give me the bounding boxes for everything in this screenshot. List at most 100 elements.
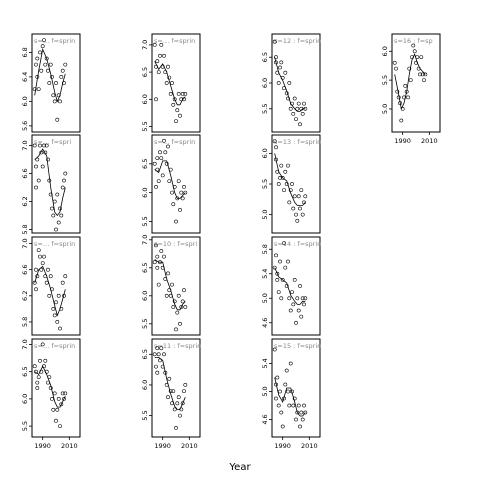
data-point <box>296 308 301 313</box>
panel-strip-label: s=12 : f=sprin <box>274 37 321 45</box>
data-point <box>420 72 425 77</box>
data-point <box>155 370 160 375</box>
data-point <box>299 410 304 415</box>
data-point <box>183 305 188 309</box>
data-point <box>63 171 68 176</box>
data-point <box>36 375 41 380</box>
data-point <box>162 138 166 143</box>
panel-frame <box>31 33 81 133</box>
fit-line <box>154 160 186 199</box>
data-point <box>178 413 182 418</box>
data-point <box>164 81 169 85</box>
y-tick-label: 5.5 <box>141 216 149 226</box>
data-point <box>182 389 186 394</box>
data-point <box>278 259 282 264</box>
y-tick-label: 5.5 <box>141 410 149 420</box>
panel-strip-label: s=… f=sprin <box>34 37 75 45</box>
data-point <box>166 395 170 400</box>
data-point <box>38 143 42 148</box>
data-point <box>275 375 280 380</box>
data-point <box>154 184 158 189</box>
data-point <box>34 267 38 272</box>
data-point <box>423 72 428 77</box>
data-point <box>408 78 413 83</box>
data-point <box>58 326 62 331</box>
data-point <box>152 352 157 357</box>
data-point <box>175 310 180 315</box>
data-point <box>180 401 185 406</box>
data-point <box>40 44 45 49</box>
fit-line <box>34 148 66 217</box>
y-tick-label: 6.0 <box>141 291 149 301</box>
y-tick-label: 6.0 <box>141 380 149 390</box>
data-point <box>171 102 176 107</box>
data-point <box>288 106 293 111</box>
data-point <box>174 119 178 124</box>
data-point <box>155 254 160 259</box>
fit-line <box>34 265 66 317</box>
data-point <box>38 358 42 363</box>
y-tick-label: 6.5 <box>261 52 269 62</box>
data-point <box>178 207 182 212</box>
y-tick-label: 5.5 <box>141 319 149 329</box>
data-point <box>34 287 38 292</box>
data-point <box>59 75 64 79</box>
data-point <box>286 96 290 101</box>
panel-0: s=… f=sprin 5.6 6.0 6.4 6.8 <box>21 33 81 133</box>
data-point <box>34 185 38 190</box>
x-tick-label: 2010 <box>301 442 318 450</box>
data-point <box>35 386 40 390</box>
data-point <box>182 288 186 293</box>
data-point <box>56 396 61 401</box>
data-point <box>295 106 300 111</box>
fit-line <box>34 47 66 103</box>
data-point <box>275 277 280 282</box>
data-point <box>302 302 306 307</box>
panel-strip-label: s=13 : f=sprin <box>274 138 321 146</box>
y-tick-label: 6.5 <box>21 366 29 376</box>
data-point <box>298 122 302 127</box>
data-point <box>38 254 42 259</box>
data-point <box>166 144 170 149</box>
data-point <box>303 410 308 415</box>
data-point <box>54 227 58 232</box>
data-point <box>272 139 277 144</box>
data-point <box>55 192 60 197</box>
y-tick-label: 6.6 <box>21 264 29 274</box>
data-point <box>282 188 286 193</box>
data-point <box>294 117 298 122</box>
panel-strip-label: s=… f=sprin <box>154 138 195 146</box>
data-point <box>178 113 182 118</box>
data-point <box>166 271 170 276</box>
data-point <box>286 163 290 168</box>
data-point <box>291 112 296 116</box>
panel-frame <box>151 338 201 438</box>
data-point <box>174 425 178 430</box>
data-point <box>275 271 280 276</box>
data-point <box>159 346 164 351</box>
data-point <box>167 75 172 80</box>
data-point <box>302 403 306 408</box>
data-point <box>176 179 181 184</box>
data-point <box>40 261 45 266</box>
data-point <box>280 277 285 282</box>
fit-line <box>274 267 306 305</box>
y-tick-label: 6.0 <box>261 148 269 158</box>
data-point <box>278 175 282 180</box>
data-point <box>276 290 281 295</box>
panel-9: s=13 : f=sprin 5.0 5.5 6.0 <box>261 134 321 234</box>
data-point <box>282 241 286 246</box>
data-point <box>48 274 53 279</box>
data-point <box>303 296 308 301</box>
y-tick-label: 6.0 <box>21 96 29 106</box>
data-point <box>52 313 57 318</box>
panel-strip-label: s=10 : f=spri <box>154 240 197 248</box>
data-point <box>303 194 308 199</box>
panel-frame <box>31 134 81 234</box>
data-point <box>180 92 185 96</box>
data-point <box>39 68 44 73</box>
panel-2: s=… f=sprin 5.8 6.2 6.6 7.0 <box>21 236 81 336</box>
data-point <box>58 99 62 104</box>
data-point <box>36 178 41 183</box>
